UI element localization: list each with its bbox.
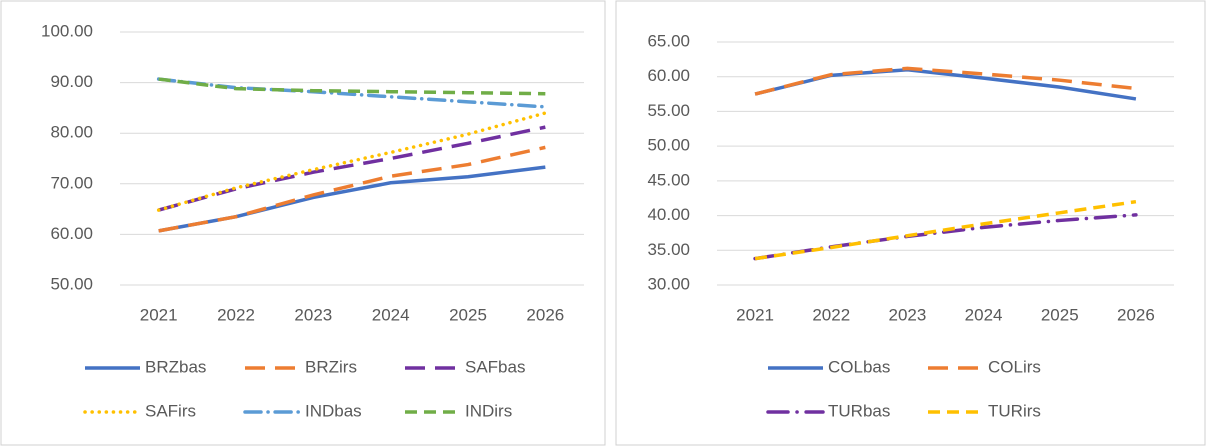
line-series: [753, 213, 1138, 261]
legend-label: TURbas: [828, 401, 890, 420]
x-tick-label: 2026: [526, 305, 564, 324]
y-tick-label: 65.00: [647, 31, 690, 50]
line-series: [754, 199, 1137, 261]
x-tick-label: 2021: [736, 305, 774, 324]
x-tick-label: 2022: [812, 305, 850, 324]
y-tick-label: 90.00: [50, 72, 93, 91]
y-tick-label: 50.00: [647, 136, 690, 155]
legend-label: SAFirs: [145, 401, 196, 420]
legend-label: INDbas: [305, 401, 362, 420]
legend-label: BRZirs: [305, 357, 357, 376]
x-tick-label: 2024: [965, 305, 1003, 324]
line-series: [754, 66, 1137, 96]
x-tick-label: 2024: [372, 305, 410, 324]
x-tick-label: 2025: [1041, 305, 1079, 324]
legend-label: COLirs: [988, 357, 1041, 376]
y-tick-label: 60.00: [647, 66, 690, 85]
x-tick-label: 2022: [217, 305, 255, 324]
x-tick-label: 2025: [449, 305, 487, 324]
y-tick-label: 40.00: [647, 205, 690, 224]
line-series: [156, 111, 548, 212]
panel-left: [0, 0, 606, 446]
y-tick-label: 100.00: [41, 21, 93, 40]
legend-label: SAFbas: [465, 357, 525, 376]
y-tick-label: 35.00: [647, 240, 690, 259]
x-tick-label: 2023: [889, 305, 927, 324]
legend-label: TURirs: [988, 401, 1041, 420]
y-tick-label: 60.00: [50, 224, 93, 243]
legend-label: COLbas: [828, 357, 890, 376]
panel-right: [615, 0, 1206, 446]
y-tick-label: 30.00: [647, 274, 690, 293]
line-series: [158, 145, 546, 233]
y-tick-label: 70.00: [50, 173, 93, 192]
y-tick-label: 50.00: [50, 274, 93, 293]
line-series: [158, 77, 546, 96]
y-tick-label: 80.00: [50, 123, 93, 142]
x-tick-label: 2021: [140, 305, 178, 324]
x-tick-label: 2026: [1117, 305, 1155, 324]
legend-label: INDirs: [465, 401, 512, 420]
y-tick-label: 55.00: [647, 101, 690, 120]
line-series: [158, 125, 546, 212]
y-tick-label: 45.00: [647, 170, 690, 189]
x-tick-label: 2023: [294, 305, 332, 324]
legend-label: BRZbas: [145, 357, 206, 376]
